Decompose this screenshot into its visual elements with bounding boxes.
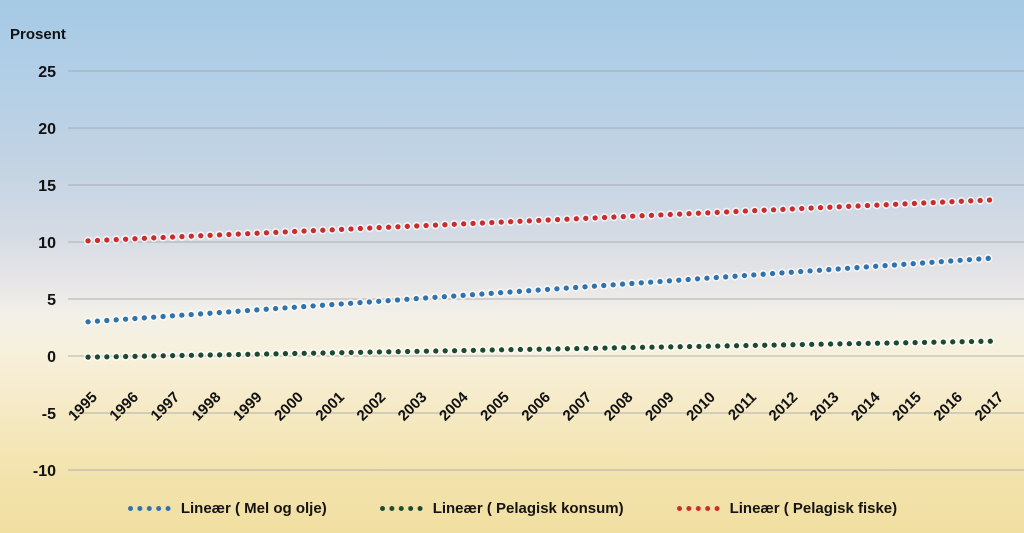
x-tick-label: 2010 bbox=[683, 389, 719, 425]
x-tick-label: 2008 bbox=[601, 389, 637, 425]
y-tick-label: -5 bbox=[42, 406, 56, 423]
y-tick-label: 20 bbox=[38, 121, 56, 138]
legend-label: Lineær ( Pelagisk fiske) bbox=[729, 500, 898, 517]
y-tick-label: 15 bbox=[38, 178, 56, 195]
trend-line-0 bbox=[85, 255, 998, 325]
x-tick-label: 2016 bbox=[930, 389, 966, 425]
legend-label: Lineær ( Pelagisk konsum) bbox=[432, 500, 624, 517]
x-tick-label: 2017 bbox=[972, 389, 1008, 425]
trend-line-1 bbox=[85, 338, 998, 360]
x-tick-label: 2015 bbox=[889, 389, 925, 425]
x-tick-label: 2000 bbox=[271, 389, 307, 425]
y-tick-label: 0 bbox=[47, 349, 56, 366]
y-axis-title: Prosent bbox=[10, 26, 66, 43]
y-tick-label: 25 bbox=[38, 64, 56, 81]
legend-item-mel-og-olje: Lineær ( Mel og olje) bbox=[126, 500, 327, 517]
x-tick-label: 2001 bbox=[312, 389, 348, 425]
x-tick-label: 2005 bbox=[477, 389, 513, 425]
y-tick-label: 10 bbox=[38, 235, 56, 252]
x-tick-label: 1999 bbox=[230, 389, 266, 425]
legend-item-pelagisk-fiske: Lineær ( Pelagisk fiske) bbox=[675, 500, 898, 517]
x-tick-label: 2009 bbox=[642, 389, 678, 425]
x-tick-label: 2004 bbox=[436, 388, 472, 424]
x-tick-label: 2014 bbox=[848, 388, 884, 424]
red-dotted-line-marker bbox=[675, 505, 722, 512]
x-tick-label: 2011 bbox=[725, 389, 760, 424]
trend-line-2 bbox=[85, 197, 998, 244]
legend-label: Lineær ( Mel og olje) bbox=[180, 500, 327, 517]
legend-item-pelagisk-konsum: Lineær ( Pelagisk konsum) bbox=[378, 500, 624, 517]
y-tick-label: 5 bbox=[47, 292, 56, 309]
x-tick-label: 2007 bbox=[560, 389, 596, 425]
blue-dotted-line-marker bbox=[126, 505, 173, 512]
x-tick-label: 1996 bbox=[106, 389, 142, 425]
x-tick-label: 2006 bbox=[518, 389, 554, 425]
x-tick-label: 1998 bbox=[189, 389, 225, 425]
legend: Lineær ( Mel og olje) Lineær ( Pelagisk … bbox=[0, 500, 1024, 517]
x-tick-label: 1997 bbox=[148, 389, 184, 425]
y-tick-label: -10 bbox=[33, 463, 56, 480]
x-tick-label: 2012 bbox=[766, 389, 802, 425]
x-tick-label: 1995 bbox=[65, 389, 101, 425]
x-tick-label: 2003 bbox=[395, 389, 431, 425]
x-tick-label: 2002 bbox=[354, 389, 390, 425]
x-tick-label: 2013 bbox=[807, 389, 843, 425]
green-dotted-line-marker bbox=[378, 505, 425, 512]
